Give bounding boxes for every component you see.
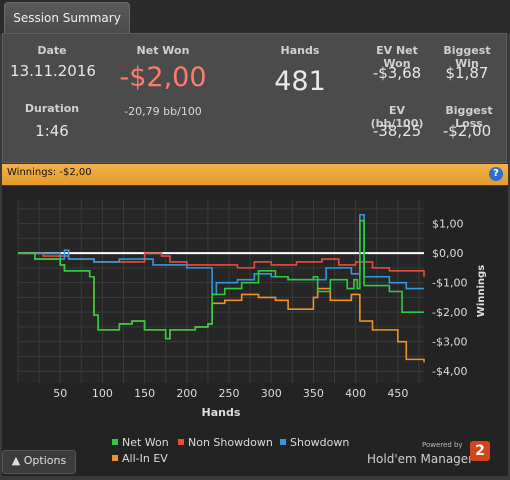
- ev-net-won-value: -$3,68: [372, 64, 422, 82]
- legend-swatch-all-in-ev: [112, 455, 118, 461]
- net-won-label: Net Won: [136, 44, 190, 57]
- brand-logo-icon: 2: [470, 441, 490, 461]
- legend-swatch-showdown: [280, 439, 286, 445]
- y-tick-label: $1,00: [432, 218, 464, 231]
- plot-background: [18, 200, 424, 383]
- help-icon[interactable]: ?: [489, 167, 503, 181]
- x-axis-label: Hands: [202, 406, 241, 419]
- hands-value: 481: [274, 66, 326, 97]
- tab-bar: Session Summary: [0, 0, 510, 34]
- x-tick-label: 300: [261, 387, 282, 400]
- x-tick-label: 200: [176, 387, 197, 400]
- chevron-up-icon: ▲: [11, 454, 21, 467]
- y-axis-label: Winnings: [476, 265, 487, 317]
- duration-label: Duration: [24, 102, 80, 115]
- series-line-showdown: [18, 213, 424, 296]
- session-stats-panel: Date 13.11.2016 Duration 1:46 Net Won -$…: [2, 33, 507, 163]
- x-tick-label: 450: [387, 387, 408, 400]
- duration-value: 1:46: [35, 122, 69, 140]
- legend-all-in-ev: All-In EV: [112, 452, 168, 465]
- winnings-bar-text: Winnings: -$2,00: [7, 167, 92, 178]
- x-tick-label: 50: [53, 387, 67, 400]
- date-value: 13.11.2016: [10, 62, 96, 80]
- tab-session-summary[interactable]: Session Summary: [4, 2, 130, 34]
- x-tick-label: 100: [92, 387, 113, 400]
- options-label: Options: [23, 454, 67, 467]
- biggest-win-value: $1,87: [445, 64, 489, 82]
- y-tick-label: -$3,00: [432, 336, 467, 349]
- chart-ticks: 50 100 150 200 250 300 350 400 450 $1,00 $0,00 -$1,…: [53, 218, 467, 400]
- net-won-value: -$2,00: [119, 62, 207, 93]
- y-tick-label: -$4,00: [432, 365, 467, 378]
- legend-showdown: Showdown: [280, 436, 349, 449]
- legend-net-won-label: Net Won: [122, 436, 169, 449]
- x-tick-label: 400: [345, 387, 366, 400]
- ev-net-won-label: EV Net Won: [376, 44, 418, 70]
- biggest-loss-label: Biggest Loss: [445, 104, 493, 130]
- options-button[interactable]: ▲ Options: [2, 450, 76, 474]
- legend-non-showdown: Non Showdown: [178, 436, 273, 449]
- series-line-net-won: [18, 219, 424, 340]
- biggest-win-label: Biggest Win: [443, 44, 491, 70]
- y-tick-label: -$1,00: [432, 277, 467, 290]
- chart-grid: [17, 200, 424, 383]
- legend-swatch-non-showdown: [178, 439, 184, 445]
- hands-label: Hands: [280, 44, 320, 57]
- y-tick-label: -$2,00: [432, 306, 467, 319]
- chart-series: [18, 213, 425, 363]
- net-won-bb-per-100: -20,79 bb/100: [124, 105, 202, 118]
- legend-all-in-ev-label: All-In EV: [122, 452, 168, 465]
- ev-bb-value: -38,25: [372, 122, 422, 140]
- brand-name: Hold'em Manager: [367, 452, 474, 466]
- legend-swatch-net-won: [112, 439, 118, 445]
- legend-net-won: Net Won: [112, 436, 169, 449]
- y-tick-label: $0,00: [432, 247, 464, 260]
- x-tick-label: 250: [219, 387, 240, 400]
- date-label: Date: [37, 44, 67, 57]
- x-tick-label: 350: [303, 387, 324, 400]
- winnings-bar: Winnings: -$2,00 ?: [2, 164, 508, 185]
- powered-by-text: Powered by: [422, 441, 463, 449]
- biggest-loss-value: -$2,00: [442, 122, 492, 140]
- winnings-chart-area: 50 100 150 200 250 300 350 400 450 $1,00 $0,00 -$1,…: [2, 186, 508, 476]
- x-tick-label: 150: [134, 387, 155, 400]
- legend-non-showdown-label: Non Showdown: [188, 436, 273, 449]
- legend-showdown-label: Showdown: [290, 436, 350, 449]
- ev-bb-label: EV (bb/100): [370, 104, 424, 130]
- winnings-chart: 50 100 150 200 250 300 350 400 450 $1,00 $0,00 -$1,…: [17, 200, 487, 419]
